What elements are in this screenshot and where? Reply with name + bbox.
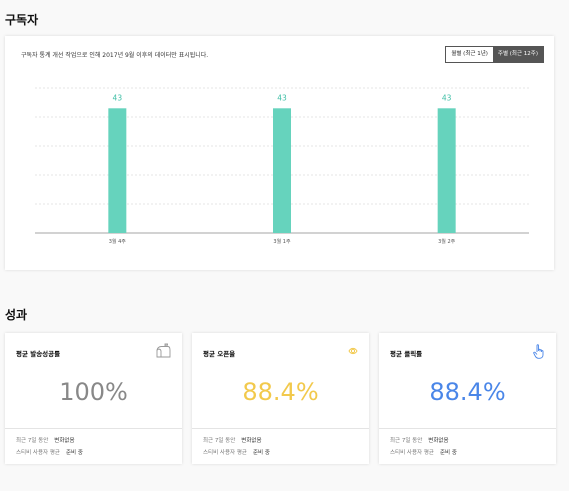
row-label: 최근 7일 동안 (203, 438, 236, 444)
row-value: 준비 중 (439, 450, 457, 456)
metric-value: 88.4% (429, 378, 506, 406)
user-average-row: 스티비 사용자 평균 준비 중 (16, 448, 83, 456)
mailbox-icon (156, 343, 171, 358)
metric-value: 88.4% (242, 378, 319, 406)
divider (5, 428, 182, 429)
row-label: 스티비 사용자 평균 (390, 450, 434, 456)
pointer-hand-icon (533, 344, 544, 359)
open-rate-card: 평균 오픈율 88.4% 최근 7일 동안 변화없음 스티비 사용자 평균 준비 중 (192, 333, 369, 464)
divider (192, 428, 369, 429)
x-tick-label: 3월 2주 (438, 238, 456, 245)
monthly-toggle-button[interactable]: 월별 (최근 1년) (446, 47, 493, 62)
metric-title: 평균 오픈율 (203, 350, 236, 358)
x-tick-label: 3월 1주 (273, 238, 291, 245)
row-value: 준비 중 (65, 450, 83, 456)
row-label: 최근 7일 동안 (16, 438, 49, 444)
row-label: 스티비 사용자 평균 (203, 450, 247, 456)
user-average-row: 스티비 사용자 평균 준비 중 (203, 448, 270, 456)
x-tick-label: 3월 4주 (109, 238, 127, 245)
subscribers-chart-card: 구독자 통계 개선 작업으로 인해 2017년 9월 이후의 데이터만 표시됩니… (5, 36, 554, 270)
subscribers-section-title: 구독자 (5, 13, 39, 27)
data-label: 43 (277, 93, 287, 102)
row-value: 변화없음 (428, 438, 449, 444)
metric-title: 평균 클릭률 (390, 350, 423, 358)
data-label: 43 (113, 93, 123, 102)
bar (108, 108, 127, 233)
metric-value: 100% (59, 378, 128, 406)
data-notice: 구독자 통계 개선 작업으로 인해 2017년 9월 이후의 데이터만 표시됩니… (21, 52, 209, 59)
row-label: 최근 7일 동안 (390, 438, 423, 444)
row-value: 준비 중 (252, 450, 270, 456)
row-value: 변화없음 (241, 438, 262, 444)
click-rate-card: 평균 클릭률 88.4% 최근 7일 동안 변화없음 스티비 사용자 평균 준비 중 (379, 333, 556, 464)
period-toggle: 월별 (최근 1년) 주별 (최근 12주) (445, 46, 544, 63)
data-label: 43 (442, 93, 452, 102)
eye-icon (348, 347, 358, 355)
weekly-change-row: 최근 7일 동안 변화없음 (390, 436, 449, 444)
bar (273, 108, 291, 233)
performance-section-title: 성과 (5, 308, 28, 322)
row-value: 변화없음 (54, 438, 75, 444)
metric-title: 평균 발송성공률 (16, 350, 61, 358)
delivery-rate-card: 평균 발송성공률 100% 최근 7일 동안 변화없음 스티비 사용자 평균 준비 … (5, 333, 182, 464)
subscribers-bar-chart: 43 3월 4주 43 3월 1주 43 3월 2주 (35, 87, 529, 245)
weekly-change-row: 최근 7일 동안 변화없음 (16, 436, 75, 444)
divider (379, 428, 556, 429)
weekly-toggle-button[interactable]: 주별 (최근 12주) (492, 47, 543, 62)
weekly-change-row: 최근 7일 동안 변화없음 (203, 436, 262, 444)
row-label: 스티비 사용자 평균 (16, 450, 60, 456)
user-average-row: 스티비 사용자 평균 준비 중 (390, 448, 457, 456)
bar (437, 108, 456, 233)
